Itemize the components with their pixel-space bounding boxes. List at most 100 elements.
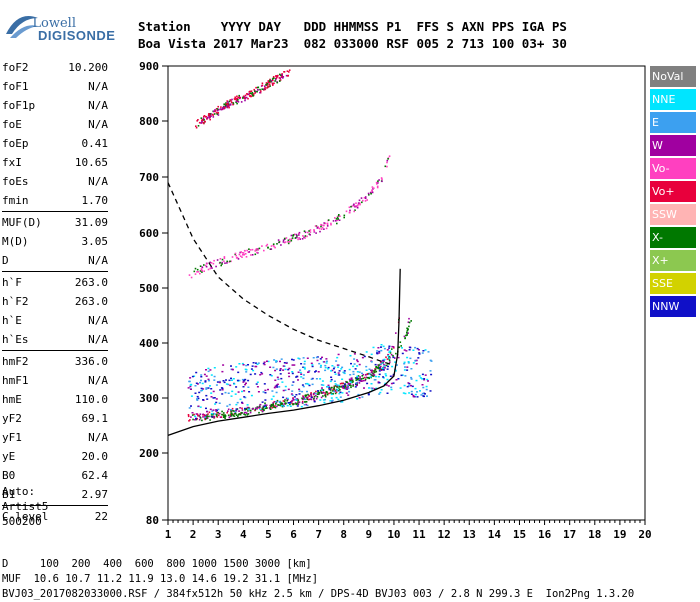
- trace-point: [212, 110, 215, 112]
- trace-point: [343, 371, 346, 374]
- trace-point: [296, 398, 298, 400]
- trace-point: [195, 382, 198, 384]
- footer-info: D 100 200 400 600 800 1000 1500 3000 [km…: [2, 557, 634, 602]
- trace-point: [383, 367, 386, 369]
- trace-point: [320, 364, 322, 367]
- trace-point: [410, 390, 413, 393]
- trace-point: [356, 359, 358, 361]
- param-row: yF1 N/A: [2, 428, 108, 447]
- x-tick-label: 18: [588, 528, 601, 541]
- trace-point: [223, 107, 226, 110]
- trace-point: [306, 398, 309, 401]
- trace-point: [346, 386, 348, 389]
- trace-point: [335, 220, 337, 222]
- trace-point: [273, 82, 275, 85]
- trace-point: [228, 403, 231, 406]
- param-row: h`Es N/A: [2, 330, 108, 349]
- trace-point: [216, 259, 219, 261]
- trace-point: [372, 372, 374, 374]
- trace-point: [421, 352, 424, 354]
- trace-point: [358, 379, 361, 382]
- trace-point: [238, 94, 240, 97]
- trace-point: [261, 245, 263, 247]
- trace-point: [366, 377, 369, 379]
- trace-point: [291, 237, 294, 239]
- trace-point: [371, 186, 374, 188]
- trace-point: [216, 413, 218, 416]
- trace-point: [334, 392, 337, 395]
- trace-point: [223, 256, 226, 258]
- trace-point: [246, 406, 249, 409]
- trace-point: [403, 335, 406, 338]
- trace-point: [205, 407, 207, 410]
- trace-point: [371, 369, 373, 372]
- trace-point: [223, 257, 226, 260]
- trace-point: [295, 399, 298, 401]
- param-row: hmF2 336.0: [2, 352, 108, 371]
- trace-point: [227, 414, 230, 417]
- x-tick-label: 11: [412, 528, 426, 541]
- trace-point: [324, 392, 327, 394]
- trace-point: [217, 114, 220, 116]
- param-row: M(D) 3.05: [2, 232, 108, 251]
- trace-point: [211, 410, 214, 412]
- trace-point: [332, 389, 334, 391]
- trace-point: [314, 371, 316, 373]
- trace-point: [374, 388, 376, 390]
- trace-point: [207, 413, 209, 415]
- trace-point: [374, 368, 376, 370]
- trace-point: [280, 403, 283, 405]
- trace-point: [275, 75, 277, 77]
- trace-point: [230, 101, 233, 104]
- footer-muf-row: MUF 10.6 10.7 11.2 11.9 13.0 14.6 19.2 3…: [2, 573, 319, 585]
- trace-point: [269, 79, 271, 82]
- trace-point: [218, 108, 220, 111]
- trace-point: [370, 192, 372, 195]
- trace-point: [304, 394, 306, 397]
- logo-mark-icon: [6, 16, 38, 38]
- trace-point: [334, 217, 336, 219]
- trace-point: [366, 382, 369, 385]
- trace-point: [196, 268, 199, 271]
- trace-point: [225, 102, 228, 105]
- trace-point: [245, 412, 248, 414]
- trace-point: [298, 358, 301, 360]
- trace-point: [201, 118, 204, 121]
- trace-point: [235, 414, 238, 416]
- trace-point: [226, 103, 229, 106]
- trace-point: [241, 402, 244, 404]
- trace-point: [199, 413, 202, 416]
- trace-point: [352, 384, 355, 386]
- trace-point: [324, 222, 327, 225]
- trace-point: [306, 390, 308, 393]
- trace-point: [284, 389, 287, 391]
- trace-point: [272, 77, 275, 79]
- trace-point: [280, 404, 283, 407]
- trace-point: [254, 408, 257, 411]
- trace-point: [239, 398, 242, 401]
- trace-point: [197, 125, 200, 127]
- trace-point: [257, 252, 259, 254]
- trace-point: [301, 390, 304, 393]
- trace-point: [315, 378, 318, 380]
- trace-point: [326, 393, 329, 395]
- trace-point: [297, 399, 300, 401]
- trace-point: [224, 262, 226, 264]
- trace-point: [272, 403, 274, 405]
- trace-point: [256, 251, 258, 254]
- trace-point: [213, 375, 216, 378]
- trace-point: [275, 403, 277, 405]
- trace-point: [242, 252, 245, 254]
- trace-point: [281, 73, 283, 75]
- trace-point: [274, 80, 276, 82]
- trace-point: [294, 398, 297, 401]
- trace-point: [291, 384, 294, 386]
- trace-point: [279, 80, 281, 82]
- trace-point: [216, 412, 218, 414]
- trace-point: [227, 101, 229, 103]
- trace-point: [336, 219, 339, 222]
- trace-point: [284, 385, 287, 388]
- trace-point: [194, 385, 197, 387]
- trace-point: [267, 81, 270, 84]
- trace-point: [388, 345, 391, 347]
